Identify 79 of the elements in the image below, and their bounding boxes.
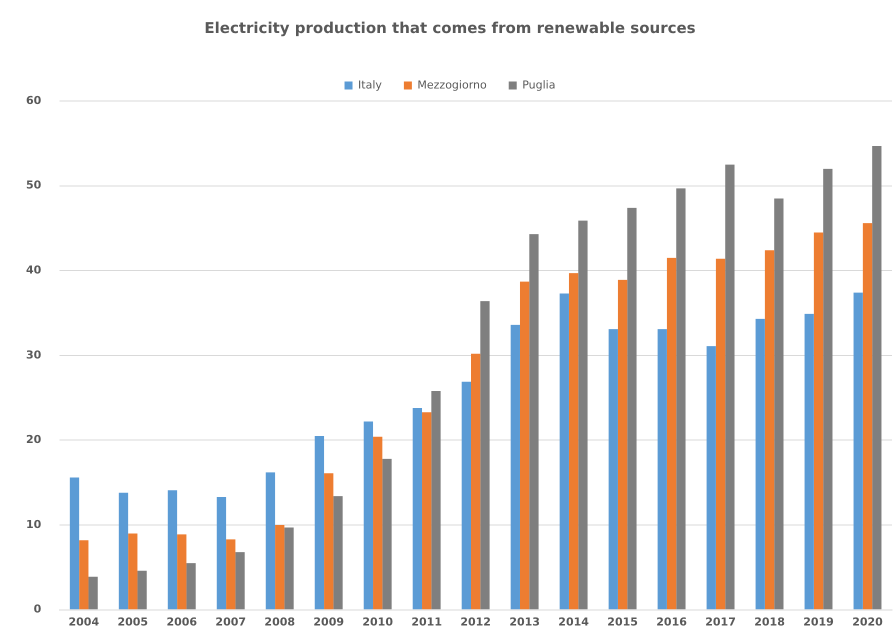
- x-tick-label: 2004: [68, 615, 100, 628]
- y-tick-label: 40: [26, 263, 42, 276]
- bar: [716, 258, 726, 610]
- bar: [872, 146, 882, 610]
- bar: [177, 534, 186, 610]
- bar: [235, 552, 245, 610]
- x-tick-label: 2013: [509, 615, 540, 628]
- x-tick-label: 2006: [166, 615, 198, 628]
- bar: [520, 282, 530, 610]
- bar: [823, 168, 832, 610]
- bar: [382, 458, 392, 610]
- x-tick-label: 2016: [656, 615, 688, 628]
- bar: [364, 422, 374, 610]
- bar: [764, 250, 774, 610]
- bar: [529, 234, 539, 610]
- x-tick-label: 2012: [460, 615, 491, 628]
- bar: [275, 525, 284, 610]
- legend-label: Mezzogiorno: [417, 78, 487, 92]
- bar: [314, 436, 324, 610]
- y-tick-label: 20: [26, 433, 42, 446]
- x-tick-label: 2007: [215, 615, 246, 628]
- y-tick-label: 10: [26, 518, 42, 531]
- y-tick-label: 0: [34, 602, 42, 616]
- bar: [118, 492, 128, 610]
- bar: [725, 164, 735, 610]
- bar: [560, 293, 569, 610]
- bar: [578, 220, 588, 610]
- bar: [284, 528, 294, 610]
- bar: [412, 408, 422, 610]
- bar: [128, 533, 138, 610]
- x-tick-label: 2015: [607, 615, 638, 628]
- x-tick-label: 2018: [754, 615, 785, 628]
- bar: [70, 478, 80, 610]
- x-tick-label: 2005: [117, 615, 148, 628]
- bar: [608, 329, 618, 610]
- bar: [266, 472, 276, 610]
- bar: [814, 232, 824, 610]
- bar: [658, 329, 667, 610]
- bar: [627, 208, 637, 610]
- bar: [471, 354, 480, 610]
- bar: [862, 223, 872, 610]
- bar: [480, 301, 490, 610]
- bar: [431, 391, 441, 610]
- bar: [168, 490, 178, 610]
- bar: [666, 258, 676, 610]
- bar: [462, 382, 471, 610]
- bar: [79, 540, 88, 610]
- x-tick-label: 2011: [411, 615, 442, 628]
- chart-title: Electricity production that comes from renewable sources: [204, 18, 696, 37]
- bar: [774, 198, 784, 610]
- x-tick-label: 2019: [803, 615, 834, 628]
- x-tick-label: 2009: [313, 615, 344, 628]
- legend-label: Italy: [358, 78, 382, 92]
- legend-label: Puglia: [522, 78, 556, 92]
- bar: [88, 576, 98, 610]
- bar: [422, 412, 432, 610]
- bar: [568, 273, 578, 610]
- bar: [186, 563, 196, 610]
- x-tick-label: 2008: [264, 615, 296, 628]
- bar: [226, 539, 236, 610]
- y-tick-label: 30: [26, 348, 42, 362]
- x-tick-label: 2014: [558, 615, 590, 628]
- bar: [854, 292, 863, 610]
- bar: [676, 188, 686, 610]
- bar: [706, 346, 716, 610]
- x-tick-label: 2010: [362, 615, 394, 628]
- x-tick-label: 2017: [705, 615, 736, 628]
- bar: [333, 496, 343, 610]
- bar: [804, 314, 814, 610]
- bar: [618, 280, 628, 610]
- bar: [756, 318, 765, 610]
- y-tick-label: 60: [26, 94, 42, 107]
- bar: [510, 324, 520, 610]
- bar: [137, 570, 147, 610]
- bar: [324, 473, 334, 610]
- bar: [373, 436, 382, 610]
- bar: [216, 497, 226, 610]
- y-tick-label: 50: [26, 178, 42, 192]
- x-tick-label: 2020: [852, 615, 884, 628]
